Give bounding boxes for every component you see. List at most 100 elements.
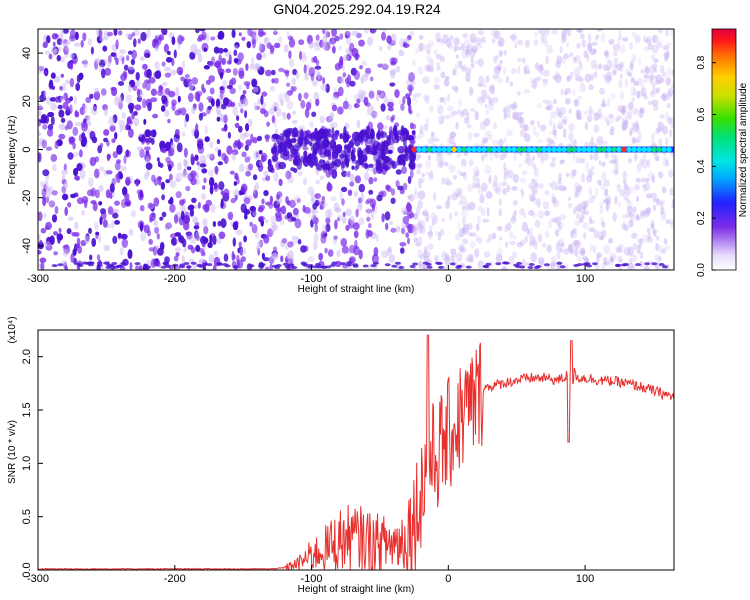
spectrogram-cell bbox=[510, 216, 517, 224]
spectrogram-cell bbox=[272, 224, 278, 232]
spectrogram-cell bbox=[402, 96, 406, 105]
spectrogram-cell bbox=[76, 163, 83, 172]
spectrogram-cell bbox=[286, 252, 290, 260]
spectrogram-cell bbox=[211, 98, 215, 107]
spectrogram-cell bbox=[337, 106, 344, 115]
spectrogram-cell bbox=[466, 124, 472, 129]
spectrogram-cell bbox=[139, 205, 145, 212]
spectrogram-cell bbox=[664, 53, 669, 62]
spectrogram-cell bbox=[387, 44, 392, 51]
spectrogram-cell bbox=[403, 210, 408, 215]
spectrogram-cell bbox=[152, 246, 158, 256]
colorbar-gradient bbox=[711, 28, 737, 271]
spectrogram-cell bbox=[414, 92, 421, 98]
edge-cell bbox=[644, 262, 651, 266]
spectrogram-cell bbox=[243, 96, 248, 106]
spectrogram-cell bbox=[573, 138, 577, 148]
spectrogram-cell bbox=[315, 98, 320, 107]
spectrogram-cell bbox=[433, 76, 440, 84]
spectrogram-cell bbox=[622, 121, 629, 130]
spectrogram-cell bbox=[485, 109, 490, 115]
spectrogram-cell bbox=[114, 161, 121, 171]
spectrogram-cell bbox=[238, 125, 243, 133]
spectrogram-cell bbox=[485, 190, 493, 199]
spectrogram-cell bbox=[257, 240, 263, 247]
spectrogram-cell bbox=[333, 235, 338, 245]
spectrogram-cell bbox=[650, 192, 657, 199]
spectrogram-cell bbox=[446, 114, 450, 120]
spectrogram-cell bbox=[454, 46, 462, 51]
spectrogram-cell bbox=[484, 94, 491, 100]
spectrogram-cell bbox=[445, 38, 452, 48]
spectrogram-cell bbox=[168, 164, 172, 172]
spectrogram-cell bbox=[54, 206, 59, 215]
carrier-dot bbox=[576, 146, 582, 153]
spectrogram-cell bbox=[416, 112, 420, 118]
spectrogram-cell bbox=[505, 241, 508, 248]
spectrogram-cell bbox=[229, 87, 236, 95]
spectrogram-cell bbox=[502, 187, 507, 194]
colorbar-tick-label: 0.0 bbox=[696, 263, 707, 277]
spectrogram-cell bbox=[345, 266, 353, 270]
spectrogram-cell bbox=[310, 208, 315, 214]
spectrogram-cell bbox=[623, 224, 629, 232]
spectrogram-cell bbox=[620, 91, 625, 100]
spectrogram-cell bbox=[548, 183, 553, 187]
spectrogram-cell bbox=[93, 87, 100, 94]
edge-cell bbox=[259, 263, 266, 267]
spectrogram-cell bbox=[69, 52, 75, 59]
spectrogram-cell bbox=[612, 212, 617, 222]
spectrogram-cell bbox=[512, 212, 516, 221]
spectrogram-cell bbox=[160, 105, 166, 112]
spectrogram-cell bbox=[298, 39, 305, 46]
spectrogram-cell bbox=[461, 65, 466, 72]
spectrogram-cell bbox=[313, 240, 318, 251]
spectrogram-cell bbox=[215, 105, 222, 115]
spectrogram-cell bbox=[569, 71, 574, 80]
spectrogram-cell bbox=[534, 62, 539, 70]
spectrogram-cell bbox=[483, 118, 491, 126]
turbulence-cell bbox=[309, 132, 317, 139]
spectrogram-cell bbox=[189, 208, 194, 217]
spectrogram-cell bbox=[125, 32, 131, 39]
spectrogram-cell bbox=[271, 78, 275, 84]
spectrogram-cell bbox=[207, 169, 214, 177]
spectrogram-cell bbox=[584, 200, 589, 207]
y-tick-label: 0.5 bbox=[21, 509, 33, 524]
spectrogram-cell bbox=[636, 135, 642, 142]
spectrogram-cell bbox=[524, 235, 528, 244]
spectrogram-cell bbox=[125, 176, 131, 186]
spectrogram-cell bbox=[386, 248, 392, 257]
spectrogram-cell bbox=[427, 243, 434, 251]
spectrogram-cell bbox=[72, 248, 77, 256]
spectrogram-cell bbox=[542, 78, 548, 83]
spectrogram-cell bbox=[226, 60, 232, 65]
spectrogram-cell bbox=[201, 168, 208, 174]
y-tick-label: 2.0 bbox=[21, 349, 33, 364]
spectrogram-cell bbox=[190, 170, 197, 178]
edge-cell bbox=[623, 263, 629, 266]
spectrogram-cell bbox=[483, 251, 491, 258]
spectrogram-cell bbox=[583, 205, 587, 212]
spectrogram-cell bbox=[137, 38, 141, 44]
spectrogram-cell bbox=[119, 49, 126, 55]
spectrogram-cell bbox=[636, 90, 641, 99]
spectrogram-cell bbox=[476, 223, 480, 232]
spectrogram-cell bbox=[63, 180, 69, 189]
spectrogram-cell bbox=[670, 29, 674, 39]
spectrogram-cell bbox=[145, 137, 151, 145]
spectrogram-cell bbox=[640, 177, 646, 183]
spectrogram-cell bbox=[103, 107, 109, 117]
spectrogram-cell bbox=[402, 182, 408, 191]
spectrogram-cell bbox=[417, 199, 424, 210]
spectrogram-cell bbox=[127, 128, 134, 138]
spectrogram-cell bbox=[114, 96, 120, 106]
spectrogram-cell bbox=[238, 241, 242, 248]
spectrogram-cell bbox=[363, 72, 369, 78]
spectrogram-cell bbox=[506, 222, 512, 231]
spectrogram-cell bbox=[655, 235, 660, 241]
spectrogram-cell bbox=[523, 158, 530, 164]
carrier-dot bbox=[661, 146, 667, 153]
spectrogram-cell bbox=[529, 235, 536, 245]
spectrogram-cell bbox=[446, 196, 451, 203]
